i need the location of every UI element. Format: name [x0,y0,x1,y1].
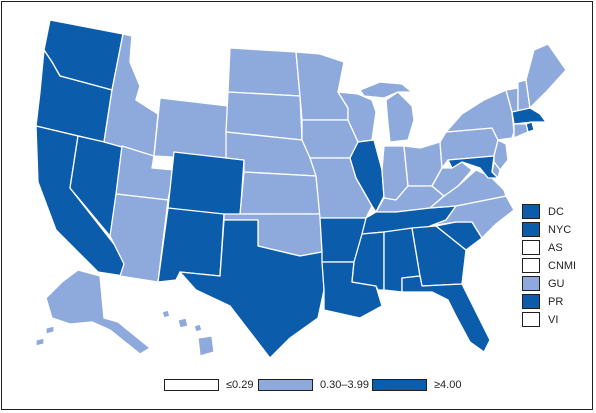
territory-pr: PR [522,293,596,313]
state-MI-UP [359,81,413,99]
territory-nyc: NYC [522,221,596,241]
state-MD [447,155,499,179]
territory-vi: VI [522,311,596,331]
territory-swatch [522,204,540,219]
legend-swatch [164,379,219,391]
state-AK [45,269,151,355]
state-HI-4 [197,335,215,357]
state-MI [385,91,415,143]
territory-label: PR [548,296,564,308]
legend-label: 0.30–3.99 [320,379,369,391]
territory-label: CNMI [548,260,577,272]
territory-label: VI [548,314,559,326]
state-FL [401,275,491,353]
territory-swatch [522,276,540,291]
territory-label: GU [548,278,565,290]
state-MN [295,51,349,121]
legend-swatch [258,379,313,391]
legend-label: ≤0.29 [226,379,254,391]
state-KS [239,171,321,215]
territory-cnmi: CNMI [522,257,596,277]
territory-dc: DC [522,203,596,223]
territory-swatch [522,222,540,237]
state-NC [429,195,515,239]
legend-label: ≥4.00 [434,379,462,391]
territory-swatch [522,240,540,255]
state-CO [167,151,245,219]
territory-gu: GU [522,275,596,295]
state-ME [525,43,567,109]
state-ND [227,47,301,97]
territory-swatch [522,312,540,327]
state-AZ [109,193,169,283]
state-WY [153,97,229,161]
state-HI-3 [193,323,203,333]
state-AK-island-2 [35,337,45,347]
legend-swatch [372,379,427,391]
state-IA [301,119,359,159]
territory-swatch [522,294,540,309]
state-MA [511,107,547,125]
state-HI-2 [177,317,189,329]
territory-label: NYC [548,224,572,236]
state-WV [431,161,473,197]
territory-label: DC [548,206,564,218]
territory-label: AS [548,242,563,254]
territory-as: AS [522,239,596,259]
state-TX [179,219,325,359]
territory-swatch [522,258,540,273]
state-HI-1 [161,309,171,319]
state-NM [157,207,225,283]
state-NY [445,89,515,141]
state-CT [513,123,529,139]
state-AK-island-1 [45,325,55,335]
